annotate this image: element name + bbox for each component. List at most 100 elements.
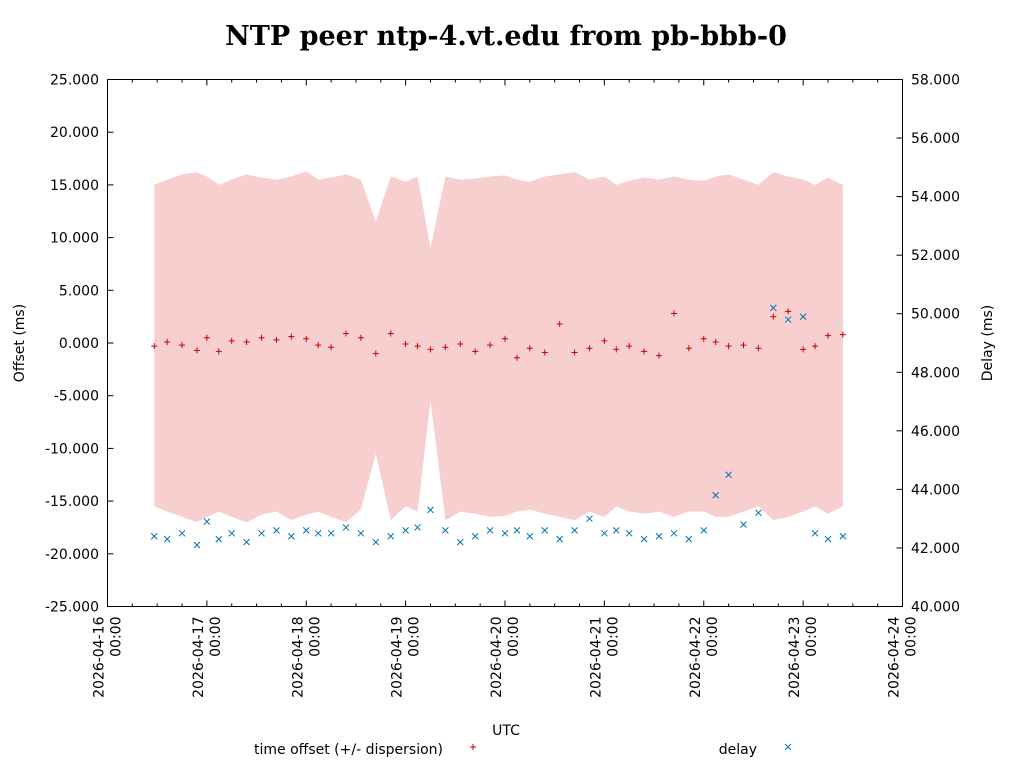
delay-point xyxy=(839,532,847,540)
offset-series xyxy=(151,308,846,361)
offset-point xyxy=(601,337,608,344)
offset-point xyxy=(387,330,394,337)
legend-offset-marker xyxy=(470,744,476,750)
x-tick-time: 00:00 xyxy=(705,617,721,657)
delay-point xyxy=(513,527,521,534)
offset-point xyxy=(800,346,807,353)
offset-point xyxy=(203,334,210,341)
x-tick-label: 2026-04-21 00:00 xyxy=(588,617,621,698)
offset-point xyxy=(288,333,295,340)
x-tick-time: 00:00 xyxy=(904,617,920,657)
legend-x-symbol xyxy=(784,743,792,751)
y-tick-label: 25.000 xyxy=(50,73,99,89)
y2-tick-label: 40.000 xyxy=(911,600,960,616)
delay-point xyxy=(501,529,509,537)
delay-point xyxy=(526,532,534,540)
delay-point xyxy=(725,471,732,479)
x-tick-label: 2026-04-16 00:00 xyxy=(92,616,125,697)
x-tick-date: 2026-04-17 xyxy=(191,617,207,698)
delay-series xyxy=(150,304,847,549)
delay-point xyxy=(442,527,449,534)
y-tick-label: 15.000 xyxy=(50,178,99,194)
x-tick-label: 2026-04-19 00:00 xyxy=(390,617,423,698)
offset-point xyxy=(740,342,747,349)
delay-point xyxy=(486,527,494,534)
delay-point xyxy=(178,529,186,537)
delay-point xyxy=(740,521,747,528)
offset-point xyxy=(541,349,548,356)
delay-point xyxy=(712,491,720,499)
legend-delay-label: delay xyxy=(719,742,757,758)
x-tick-date: 2026-04-16 xyxy=(92,616,108,697)
delay-point xyxy=(824,535,832,543)
delay-point xyxy=(372,538,380,546)
offset-point xyxy=(315,342,322,349)
offset-point xyxy=(151,343,158,350)
delay-point xyxy=(755,509,762,517)
delay-point xyxy=(556,535,564,543)
delay-point xyxy=(640,535,648,543)
offset-point xyxy=(670,310,677,317)
y-axis-label: Offset (ms) xyxy=(12,304,28,382)
offset-point xyxy=(626,343,633,350)
offset-point xyxy=(685,345,692,352)
delay-point xyxy=(357,529,365,537)
y-tick-label: 20.000 xyxy=(50,125,99,141)
delay-point xyxy=(586,515,593,523)
delay-point xyxy=(670,529,678,537)
dispersion-area xyxy=(154,171,843,523)
x-axis-label: UTC xyxy=(492,723,520,739)
offset-point xyxy=(613,346,620,353)
y-tick-label: 10.000 xyxy=(50,231,99,247)
offset-point xyxy=(824,332,831,339)
offset-point xyxy=(228,337,235,344)
delay-point xyxy=(799,313,807,321)
delay-point xyxy=(302,527,310,534)
x-tick-date: 2026-04-20 xyxy=(489,617,505,698)
offset-point xyxy=(442,344,449,351)
delay-point xyxy=(601,529,608,537)
offset-point xyxy=(427,346,434,353)
delay-point xyxy=(342,524,350,531)
offset-point xyxy=(402,341,409,348)
x-tick-time: 00:00 xyxy=(506,617,522,657)
delay-point xyxy=(203,518,211,525)
offset-point xyxy=(812,343,819,350)
delay-point xyxy=(541,527,549,534)
offset-point xyxy=(457,341,464,348)
delay-point xyxy=(163,535,171,543)
y-tick-label: -15.000 xyxy=(45,494,99,510)
offset-point xyxy=(164,338,171,345)
delay-point xyxy=(193,541,201,549)
delay-point xyxy=(471,532,479,540)
legend-delay-marker xyxy=(784,743,792,751)
x-tick-date: 2026-04-19 xyxy=(390,617,406,698)
x-tick-time: 00:00 xyxy=(407,617,423,657)
x-tick-time: 00:00 xyxy=(208,617,224,657)
dispersion-band xyxy=(154,171,843,523)
delay-point xyxy=(402,527,409,534)
y-tick-label: -5.000 xyxy=(54,389,99,405)
x-tick-date: 2026-04-18 xyxy=(290,617,306,698)
offset-point xyxy=(328,344,335,351)
delay-point xyxy=(215,535,223,543)
x-tick-label: 2026-04-17 00:00 xyxy=(191,617,224,698)
legend-offset-label: time offset (+/- dispersion) xyxy=(254,742,443,758)
y-tick-label: 0.000 xyxy=(59,336,99,352)
y-tick-label: -20.000 xyxy=(45,547,99,563)
delay-point xyxy=(387,532,395,540)
delay-point xyxy=(769,304,777,312)
y2-tick-label: 50.000 xyxy=(911,307,960,323)
offset-point xyxy=(725,343,732,350)
offset-point xyxy=(472,348,479,355)
x-tick-date: 2026-04-24 xyxy=(887,616,903,697)
axis-ticks: -25.000 -20.000 -15.000 -10.000 -5.000 0.000 5… xyxy=(45,73,960,698)
delay-point xyxy=(456,538,464,546)
delay-point xyxy=(571,527,578,534)
y-tick-label: -10.000 xyxy=(45,441,99,457)
x-tick-date: 2026-04-23 xyxy=(787,617,803,698)
offset-point xyxy=(303,335,310,342)
delay-point xyxy=(287,532,295,540)
offset-point xyxy=(556,321,563,328)
offset-point xyxy=(215,348,222,355)
